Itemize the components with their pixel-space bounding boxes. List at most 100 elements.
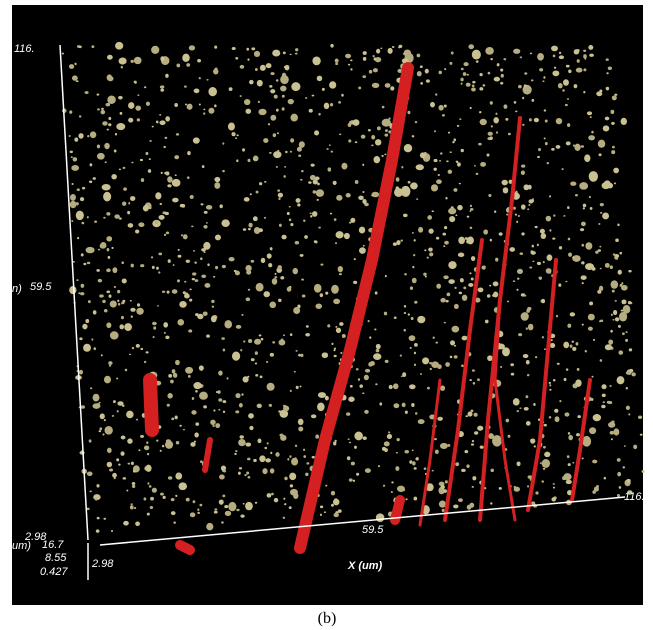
particle bbox=[527, 208, 530, 211]
particle bbox=[446, 292, 451, 297]
particle bbox=[82, 323, 88, 330]
particle bbox=[245, 442, 252, 447]
particle bbox=[189, 298, 193, 302]
x-axis-line bbox=[99, 496, 626, 546]
particle bbox=[588, 171, 599, 182]
particle bbox=[116, 377, 119, 380]
particle bbox=[592, 414, 602, 422]
particle bbox=[214, 176, 221, 183]
particle bbox=[479, 87, 484, 91]
particle bbox=[554, 408, 559, 413]
particle bbox=[183, 85, 187, 88]
particle bbox=[362, 190, 365, 194]
particle bbox=[298, 426, 304, 432]
particle bbox=[120, 65, 124, 69]
particle bbox=[244, 474, 247, 477]
particle bbox=[102, 121, 108, 126]
particle bbox=[88, 439, 92, 443]
particle bbox=[166, 403, 170, 407]
particle bbox=[126, 410, 134, 419]
particle bbox=[432, 336, 435, 339]
particle bbox=[585, 242, 593, 250]
particle bbox=[260, 257, 266, 264]
particle bbox=[439, 442, 448, 450]
particle bbox=[140, 264, 145, 268]
particle bbox=[388, 384, 393, 390]
particle bbox=[519, 56, 523, 59]
particle bbox=[460, 148, 464, 153]
particle bbox=[103, 418, 106, 422]
particle bbox=[119, 111, 123, 115]
particle bbox=[235, 393, 241, 399]
particle bbox=[127, 223, 134, 228]
particle bbox=[575, 379, 582, 387]
particle bbox=[218, 499, 224, 505]
particle bbox=[311, 94, 315, 97]
particle bbox=[155, 120, 159, 124]
particle bbox=[387, 47, 393, 54]
particle bbox=[131, 346, 135, 350]
particle bbox=[170, 379, 174, 384]
particle bbox=[565, 479, 572, 485]
particle bbox=[102, 299, 106, 304]
particle bbox=[224, 510, 232, 517]
particle bbox=[287, 98, 294, 105]
particle bbox=[99, 294, 104, 298]
particle bbox=[453, 355, 458, 359]
particle bbox=[291, 457, 299, 466]
particle bbox=[106, 54, 113, 60]
particle bbox=[140, 178, 145, 183]
particle bbox=[200, 203, 204, 206]
particle bbox=[404, 449, 410, 454]
particle bbox=[559, 399, 562, 403]
particle bbox=[333, 354, 337, 358]
particle bbox=[171, 178, 181, 187]
particle bbox=[471, 485, 474, 488]
particle bbox=[312, 211, 318, 217]
particle bbox=[500, 68, 504, 72]
particle bbox=[167, 176, 173, 183]
particle bbox=[317, 182, 320, 186]
particle bbox=[413, 239, 416, 242]
particle bbox=[466, 504, 472, 510]
particle bbox=[553, 66, 557, 69]
particle bbox=[254, 351, 258, 355]
particle bbox=[144, 86, 147, 89]
particle bbox=[172, 197, 179, 203]
particle bbox=[120, 451, 125, 456]
particle bbox=[270, 89, 276, 94]
particle bbox=[92, 310, 97, 315]
particle bbox=[384, 133, 389, 137]
particle bbox=[589, 116, 592, 119]
particle bbox=[360, 385, 363, 388]
particle bbox=[390, 491, 393, 494]
particle bbox=[403, 328, 406, 332]
particle bbox=[490, 58, 493, 61]
particle bbox=[427, 215, 433, 220]
particle bbox=[553, 214, 556, 217]
particle bbox=[354, 179, 359, 184]
particle bbox=[548, 416, 552, 419]
particle bbox=[312, 56, 321, 66]
particle bbox=[419, 65, 423, 68]
particle bbox=[193, 139, 197, 142]
particle bbox=[271, 278, 278, 285]
particle bbox=[475, 60, 479, 63]
particle bbox=[221, 337, 225, 340]
particle bbox=[391, 481, 394, 484]
particle bbox=[527, 306, 532, 311]
particle bbox=[326, 148, 329, 150]
particle bbox=[213, 68, 219, 75]
particle bbox=[443, 245, 446, 247]
particle bbox=[282, 334, 285, 337]
particle bbox=[345, 193, 351, 198]
particle bbox=[436, 283, 442, 289]
particle bbox=[119, 324, 125, 330]
particle bbox=[180, 234, 184, 237]
particle bbox=[277, 189, 281, 192]
particle bbox=[495, 112, 498, 115]
particle bbox=[203, 251, 206, 253]
particle bbox=[254, 501, 258, 504]
particle bbox=[106, 290, 111, 294]
particle bbox=[273, 151, 282, 159]
